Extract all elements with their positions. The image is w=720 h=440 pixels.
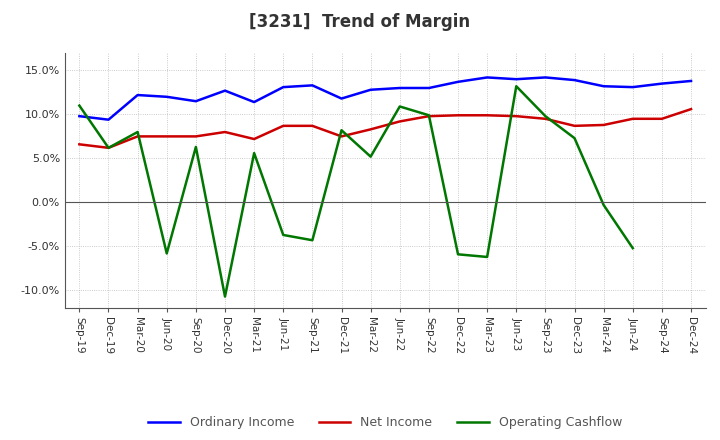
Operating Cashflow (454, 252, 462, 257)
Operating Cashflow (599, 202, 608, 208)
Ordinary Income (75, 114, 84, 119)
Operating Cashflow (483, 254, 492, 260)
Operating Cashflow (250, 150, 258, 156)
Net Income (337, 134, 346, 139)
Ordinary Income (425, 85, 433, 91)
Line: Ordinary Income: Ordinary Income (79, 77, 691, 120)
Net Income (133, 134, 142, 139)
Operating Cashflow (163, 251, 171, 256)
Legend: Ordinary Income, Net Income, Operating Cashflow: Ordinary Income, Net Income, Operating C… (143, 411, 627, 434)
Operating Cashflow (629, 246, 637, 251)
Text: [3231]  Trend of Margin: [3231] Trend of Margin (249, 13, 471, 31)
Ordinary Income (395, 85, 404, 91)
Ordinary Income (512, 77, 521, 82)
Net Income (366, 127, 375, 132)
Net Income (425, 114, 433, 119)
Ordinary Income (308, 83, 317, 88)
Ordinary Income (687, 78, 696, 84)
Ordinary Income (250, 99, 258, 105)
Net Income (629, 116, 637, 121)
Ordinary Income (104, 117, 113, 122)
Net Income (599, 122, 608, 128)
Net Income (104, 145, 113, 150)
Operating Cashflow (570, 136, 579, 141)
Net Income (250, 136, 258, 142)
Operating Cashflow (75, 103, 84, 108)
Ordinary Income (163, 94, 171, 99)
Net Income (570, 123, 579, 128)
Net Income (75, 142, 84, 147)
Net Income (541, 116, 550, 121)
Ordinary Income (570, 77, 579, 83)
Ordinary Income (220, 88, 229, 93)
Operating Cashflow (395, 104, 404, 109)
Net Income (308, 123, 317, 128)
Operating Cashflow (541, 114, 550, 119)
Ordinary Income (657, 81, 666, 86)
Ordinary Income (629, 84, 637, 90)
Operating Cashflow (192, 144, 200, 150)
Net Income (483, 113, 492, 118)
Operating Cashflow (425, 113, 433, 118)
Ordinary Income (541, 75, 550, 80)
Net Income (454, 113, 462, 118)
Ordinary Income (483, 75, 492, 80)
Ordinary Income (366, 87, 375, 92)
Ordinary Income (133, 92, 142, 98)
Net Income (163, 134, 171, 139)
Ordinary Income (599, 84, 608, 89)
Net Income (657, 116, 666, 121)
Ordinary Income (279, 84, 287, 90)
Net Income (192, 134, 200, 139)
Line: Net Income: Net Income (79, 109, 691, 148)
Operating Cashflow (279, 232, 287, 238)
Net Income (512, 114, 521, 119)
Operating Cashflow (512, 84, 521, 89)
Operating Cashflow (133, 129, 142, 135)
Operating Cashflow (366, 154, 375, 159)
Net Income (279, 123, 287, 128)
Ordinary Income (192, 99, 200, 104)
Ordinary Income (454, 79, 462, 84)
Operating Cashflow (104, 145, 113, 150)
Net Income (687, 106, 696, 112)
Operating Cashflow (220, 294, 229, 299)
Operating Cashflow (308, 238, 317, 243)
Ordinary Income (337, 96, 346, 101)
Line: Operating Cashflow: Operating Cashflow (79, 86, 633, 297)
Net Income (220, 129, 229, 135)
Net Income (395, 119, 404, 124)
Operating Cashflow (337, 128, 346, 133)
